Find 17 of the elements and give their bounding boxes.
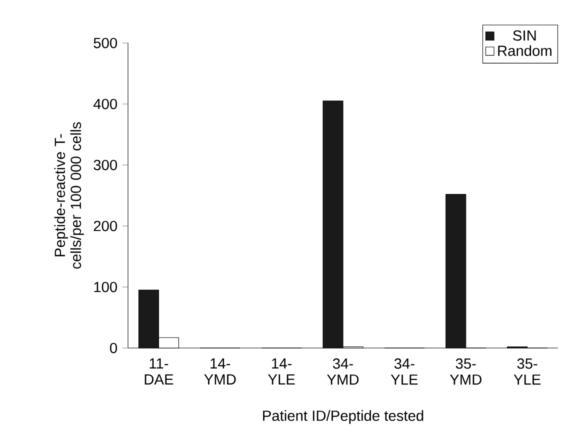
y-axis-title: Peptide-reactive T-cells/per 100 000 cells bbox=[54, 122, 84, 269]
y-tick-label: 100 bbox=[94, 282, 118, 292]
x-tick-label: 34- YLE bbox=[390, 358, 418, 385]
y-tick-label: 200 bbox=[94, 220, 118, 232]
legend-label: Random bbox=[498, 45, 552, 56]
y-tick-label: 0 bbox=[110, 342, 118, 354]
y-tick-label: 400 bbox=[93, 98, 118, 110]
legend-label: SIN bbox=[513, 30, 536, 41]
y-tick-label: 500 bbox=[94, 38, 118, 48]
x-tick-label: 34- YMD bbox=[327, 358, 359, 385]
x-tick-label: 35- YLE bbox=[514, 358, 540, 385]
x-tick-label: 14- YLE bbox=[268, 358, 295, 384]
x-tick-label: 14- YMD bbox=[204, 358, 236, 384]
x-axis-title: Patient ID/Peptide tested bbox=[263, 410, 424, 424]
x-tick-label: 11- DAE bbox=[144, 358, 174, 384]
y-tick-label: 300 bbox=[94, 160, 118, 170]
x-tick-label: 35- YMD bbox=[450, 358, 482, 385]
